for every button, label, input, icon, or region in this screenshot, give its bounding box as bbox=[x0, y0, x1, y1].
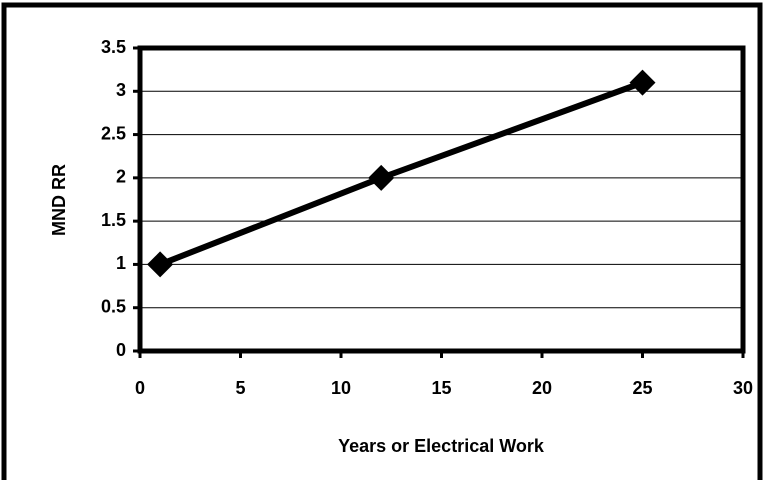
x-tick-label: 30 bbox=[733, 378, 753, 398]
y-tick-label: 1.5 bbox=[101, 210, 126, 230]
x-tick-label: 10 bbox=[331, 378, 351, 398]
y-axis-label: MND RR bbox=[49, 164, 69, 236]
line bbox=[159, 79, 644, 268]
x-tick-label: 5 bbox=[235, 378, 245, 398]
marker bbox=[368, 164, 395, 191]
y-tick-label: 0 bbox=[116, 340, 126, 360]
x-axis-label: Years or Electrical Work bbox=[338, 436, 545, 456]
y-tick-label: 2 bbox=[116, 167, 126, 187]
y-tick-label: 2.5 bbox=[101, 123, 126, 143]
plot-area bbox=[137, 45, 746, 354]
y-tick-label: 1 bbox=[116, 253, 126, 273]
y-tick-label: 3.5 bbox=[101, 37, 126, 57]
x-tick-label: 15 bbox=[431, 378, 451, 398]
x-tick-label: 20 bbox=[532, 378, 552, 398]
marker bbox=[147, 251, 174, 278]
x-tick-label: 0 bbox=[135, 378, 145, 398]
y-tick-label: 3 bbox=[116, 80, 126, 100]
x-tick-label: 25 bbox=[632, 378, 652, 398]
marker bbox=[629, 69, 656, 96]
y-tick-label: 0.5 bbox=[101, 296, 126, 316]
